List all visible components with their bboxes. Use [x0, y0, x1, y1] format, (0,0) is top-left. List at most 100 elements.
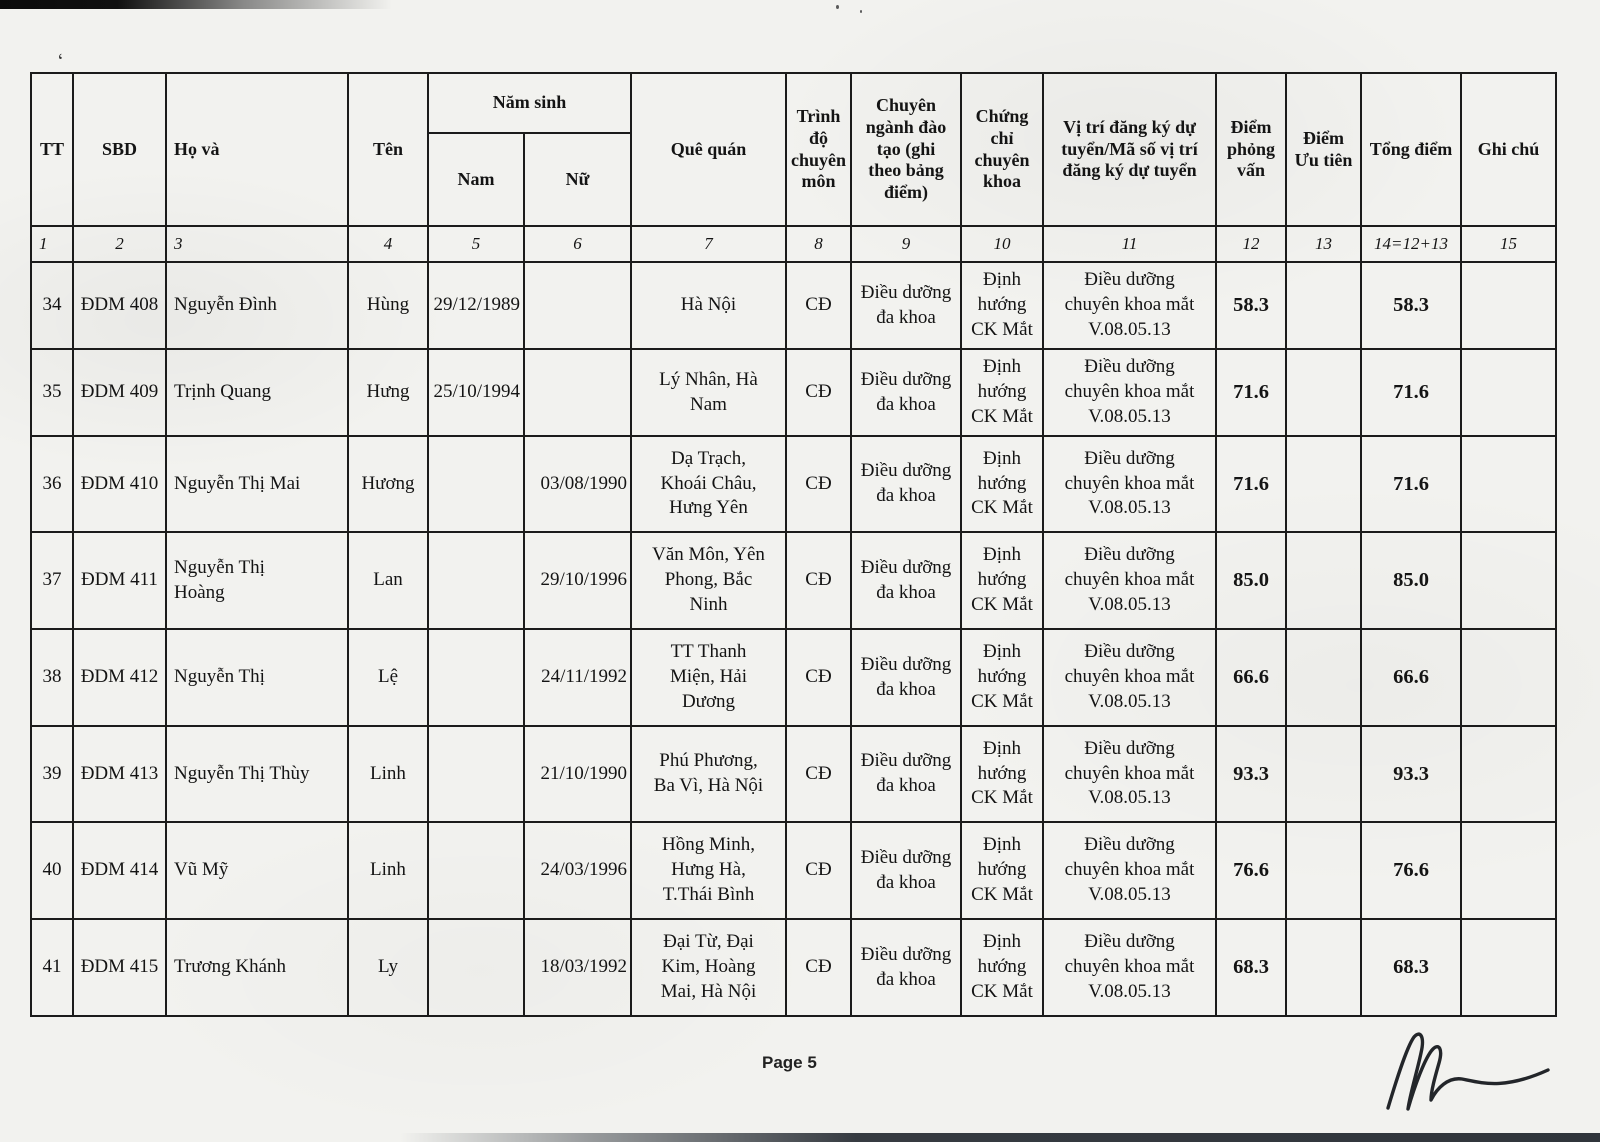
cell-nu: 29/10/1996 — [523, 531, 632, 630]
column-number: 12 — [1215, 225, 1287, 263]
cell-nam — [427, 821, 525, 920]
page-number-label: Page 5 — [762, 1053, 817, 1072]
cell-ghi-chu — [1460, 628, 1557, 727]
cell-vi-tri: Điều dưỡng chuyên khoa mắt V.08.05.13 — [1042, 821, 1217, 920]
cell-diem-pv: 71.6 — [1215, 435, 1287, 533]
cell-tong-diem: 71.6 — [1360, 435, 1462, 533]
cell-diem-pv: 85.0 — [1215, 531, 1287, 630]
column-number: 13 — [1285, 225, 1362, 263]
column-number: 8 — [785, 225, 852, 263]
column-number: 4 — [347, 225, 429, 263]
col-header-tt: TT — [30, 72, 74, 227]
cell-diem-ut — [1285, 725, 1362, 823]
col-header-vi-tri: Vị trí đăng ký dự tuyển/Mã số vị trí đăn… — [1042, 72, 1217, 227]
cell-ten: Lan — [347, 531, 429, 630]
cell-ghi-chu — [1460, 435, 1557, 533]
cell-diem-ut — [1285, 918, 1362, 1017]
cell-tt: 36 — [30, 435, 74, 533]
cell-sbd: ĐDM 409 — [72, 348, 167, 437]
cell-tt: 38 — [30, 628, 74, 727]
cell-ten: Lệ — [347, 628, 429, 727]
cell-vi-tri: Điều dưỡng chuyên khoa mắt V.08.05.13 — [1042, 531, 1217, 630]
cell-ten: Linh — [347, 821, 429, 920]
cell-nu: 21/10/1990 — [523, 725, 632, 823]
cell-chung-chi: Định hướng CK Mắt — [960, 348, 1044, 437]
cell-ho-va: Nguyễn Thị Mai — [165, 435, 349, 533]
cell-nam — [427, 435, 525, 533]
col-header-diem-phong-van: Điểm phỏng vấn — [1215, 72, 1287, 227]
cell-trinh-do: CĐ — [785, 261, 852, 350]
cell-chuyen-nganh: Điều dưỡng đa khoa — [850, 261, 962, 350]
cell-nu — [523, 261, 632, 350]
column-number: 11 — [1042, 225, 1217, 263]
cell-chuyen-nganh: Điều dưỡng đa khoa — [850, 628, 962, 727]
cell-tt: 40 — [30, 821, 74, 920]
cell-vi-tri: Điều dưỡng chuyên khoa mắt V.08.05.13 — [1042, 261, 1217, 350]
cell-chuyen-nganh: Điều dưỡng đa khoa — [850, 821, 962, 920]
col-header-nam-sinh: Năm sinh — [427, 72, 632, 134]
cell-diem-pv: 71.6 — [1215, 348, 1287, 437]
cell-nu: 24/11/1992 — [523, 628, 632, 727]
col-header-diem-uu-tien: Điểm Ưu tiên — [1285, 72, 1362, 227]
cell-ho-va: Trịnh Quang — [165, 348, 349, 437]
cell-trinh-do: CĐ — [785, 435, 852, 533]
handwritten-signature — [1378, 1026, 1558, 1127]
cell-que-quan: Dạ Trạch, Khoái Châu, Hưng Yên — [630, 435, 787, 533]
cell-chung-chi: Định hướng CK Mắt — [960, 821, 1044, 920]
cell-ghi-chu — [1460, 531, 1557, 630]
column-number: 14=12+13 — [1360, 225, 1462, 263]
cell-nam — [427, 531, 525, 630]
cell-vi-tri: Điều dưỡng chuyên khoa mắt V.08.05.13 — [1042, 725, 1217, 823]
cell-chung-chi: Định hướng CK Mắt — [960, 628, 1044, 727]
cell-diem-pv: 93.3 — [1215, 725, 1287, 823]
cell-trinh-do: CĐ — [785, 725, 852, 823]
cell-sbd: ĐDM 413 — [72, 725, 167, 823]
table-row: 36 ĐDM 410 Nguyễn Thị Mai Hương 03/08/1990 Dạ… — [30, 435, 1557, 533]
cell-tong-diem: 68.3 — [1360, 918, 1462, 1017]
scan-edge-artifact-bottom — [400, 1133, 1600, 1142]
cell-que-quan: Văn Môn, Yên Phong, Bắc Ninh — [630, 531, 787, 630]
cell-tong-diem: 76.6 — [1360, 821, 1462, 920]
cell-vi-tri: Điều dưỡng chuyên khoa mắt V.08.05.13 — [1042, 435, 1217, 533]
cell-tong-diem: 66.6 — [1360, 628, 1462, 727]
col-header-chuyen-nganh: Chuyên ngành đào tạo (ghi theo bảng điểm… — [850, 72, 962, 227]
table-row: 37 ĐDM 411 Nguyễn Thị Hoàng Lan 29/10/1996 Vă… — [30, 531, 1557, 630]
cell-nu: 24/03/1996 — [523, 821, 632, 920]
column-number: 2 — [72, 225, 167, 263]
cell-trinh-do: CĐ — [785, 918, 852, 1017]
table-row: 38 ĐDM 412 Nguyễn Thị Lệ 24/11/1992 TT Thanh … — [30, 628, 1557, 727]
cell-que-quan: Hồng Minh, Hưng Hà, T.Thái Bình — [630, 821, 787, 920]
candidate-score-table: TT SBD Họ và Tên Năm sinh Quê quán Trình… — [30, 72, 1557, 1017]
cell-chung-chi: Định hướng CK Mắt — [960, 918, 1044, 1017]
header-row-1: TT SBD Họ và Tên Năm sinh Quê quán Trình… — [30, 72, 1557, 227]
cell-ten: Hưng — [347, 348, 429, 437]
cell-nu — [523, 348, 632, 437]
cell-sbd: ĐDM 411 — [72, 531, 167, 630]
cell-diem-ut — [1285, 531, 1362, 630]
cell-que-quan: TT Thanh Miện, Hải Dương — [630, 628, 787, 727]
col-header-trinh-do: Trình độ chuyên môn — [785, 72, 852, 227]
cell-que-quan: Đại Từ, Đại Kim, Hoàng Mai, Hà Nội — [630, 918, 787, 1017]
cell-nam — [427, 628, 525, 727]
cell-tong-diem: 71.6 — [1360, 348, 1462, 437]
cell-diem-pv: 68.3 — [1215, 918, 1287, 1017]
cell-ten: Hùng — [347, 261, 429, 350]
cell-sbd: ĐDM 410 — [72, 435, 167, 533]
cell-chung-chi: Định hướng CK Mắt — [960, 531, 1044, 630]
cell-tong-diem: 85.0 — [1360, 531, 1462, 630]
cell-tt: 34 — [30, 261, 74, 350]
cell-ho-va: Trương Khánh — [165, 918, 349, 1017]
scan-edge-artifact-top — [0, 0, 392, 9]
cell-ghi-chu — [1460, 348, 1557, 437]
col-header-chung-chi: Chứng chỉ chuyên khoa — [960, 72, 1044, 227]
cell-chuyen-nganh: Điều dưỡng đa khoa — [850, 918, 962, 1017]
cell-diem-ut — [1285, 435, 1362, 533]
cell-vi-tri: Điều dưỡng chuyên khoa mắt V.08.05.13 — [1042, 918, 1217, 1017]
column-number: 7 — [630, 225, 787, 263]
col-header-tong-diem: Tổng điểm — [1360, 72, 1462, 227]
cell-chuyen-nganh: Điều dưỡng đa khoa — [850, 531, 962, 630]
scan-speck — [860, 10, 862, 13]
cell-nu: 03/08/1990 — [523, 435, 632, 533]
column-number: 1 — [30, 225, 74, 263]
